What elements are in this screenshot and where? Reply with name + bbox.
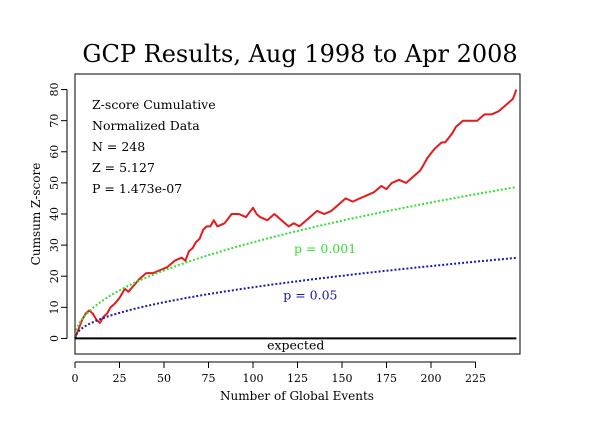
annotation-label: p = 0.05 [283, 288, 337, 303]
y-tick-label: 70 [48, 114, 61, 128]
x-tick-label: 200 [421, 372, 442, 385]
axis-layer: 0 25 50 75 100 125 150 175 200 225 0 10 20 30 40 50 60 70… [48, 83, 486, 385]
y-axis-label: Cumsum Z-score [29, 163, 43, 266]
stats-line: P = 1.473e-07 [92, 181, 182, 196]
y-tick-label: 30 [48, 238, 61, 252]
series-line-1 [74, 186, 517, 339]
y-tick-label: 60 [48, 145, 61, 159]
y-tick-label: 0 [48, 335, 61, 342]
x-tick-label: 75 [202, 372, 216, 385]
stats-line: Z-score Cumulative [92, 97, 216, 112]
chart-title: GCP Results, Aug 1998 to Apr 2008 [82, 40, 517, 68]
x-tick-label: 125 [287, 372, 308, 385]
series-layer [74, 89, 518, 340]
annotation-label: expected [267, 337, 324, 352]
x-tick-label: 100 [243, 372, 264, 385]
series-line-2 [74, 256, 517, 339]
x-tick-label: 50 [157, 372, 171, 385]
stats-box: Z-score Cumulative Normalized Data N = 248… [92, 97, 216, 196]
annotation-label: p = 0.001 [294, 241, 356, 256]
y-tick-label: 80 [48, 83, 61, 97]
stats-line: Z = 5.127 [92, 160, 155, 175]
x-axis-label: Number of Global Events [220, 389, 374, 403]
y-tick-label: 50 [48, 176, 61, 190]
x-tick-label: 0 [72, 372, 79, 385]
y-tick-label: 10 [48, 300, 61, 314]
x-tick-label: 25 [113, 372, 127, 385]
x-tick-label: 150 [332, 372, 353, 385]
y-tick-label: 20 [48, 269, 61, 283]
y-tick-label: 40 [48, 207, 61, 221]
annotation-layer: p = 0.001 p = 0.05 expected [267, 241, 356, 352]
stats-line: N = 248 [92, 139, 145, 154]
stats-line: Normalized Data [92, 118, 200, 133]
series-line-0 [74, 89, 518, 339]
x-tick-label: 225 [465, 372, 486, 385]
x-tick-label: 175 [376, 372, 397, 385]
plot-frame [74, 73, 521, 355]
